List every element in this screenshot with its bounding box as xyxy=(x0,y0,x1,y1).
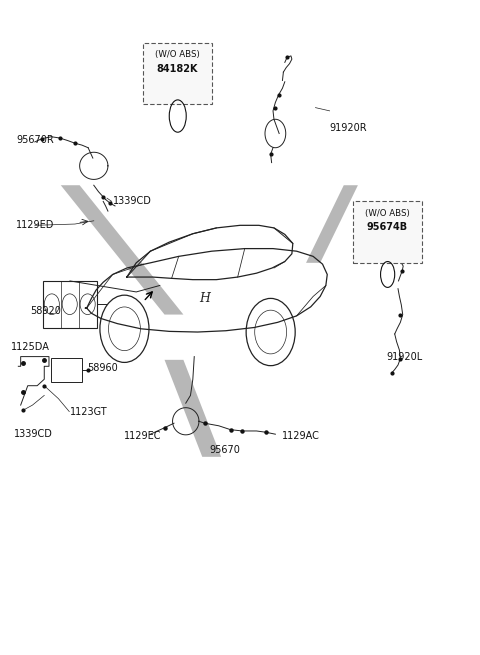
Text: 1339CD: 1339CD xyxy=(13,429,52,440)
Text: 1123GT: 1123GT xyxy=(70,407,108,417)
Text: 1129AC: 1129AC xyxy=(282,431,320,441)
Text: 1129EC: 1129EC xyxy=(124,431,162,441)
Text: (W/O ABS): (W/O ABS) xyxy=(365,208,410,217)
Text: 1339CD: 1339CD xyxy=(113,196,152,206)
Bar xyxy=(43,281,97,328)
Text: 58960: 58960 xyxy=(87,363,118,373)
Polygon shape xyxy=(306,185,358,263)
Polygon shape xyxy=(165,360,221,457)
Text: 95674B: 95674B xyxy=(367,222,408,233)
Text: 95670R: 95670R xyxy=(16,135,54,145)
Text: 84182K: 84182K xyxy=(157,64,198,74)
Text: 1129ED: 1129ED xyxy=(16,220,54,231)
Text: 91920L: 91920L xyxy=(386,352,422,362)
Bar xyxy=(51,358,82,383)
Text: H: H xyxy=(199,292,210,305)
Text: 1125DA: 1125DA xyxy=(11,342,50,352)
Text: 58920: 58920 xyxy=(30,307,61,316)
Polygon shape xyxy=(61,185,183,314)
Bar xyxy=(144,43,212,104)
Text: (W/O ABS): (W/O ABS) xyxy=(155,50,200,59)
Text: 91920R: 91920R xyxy=(330,123,367,134)
Text: 95670: 95670 xyxy=(209,445,240,455)
Bar xyxy=(353,201,421,263)
